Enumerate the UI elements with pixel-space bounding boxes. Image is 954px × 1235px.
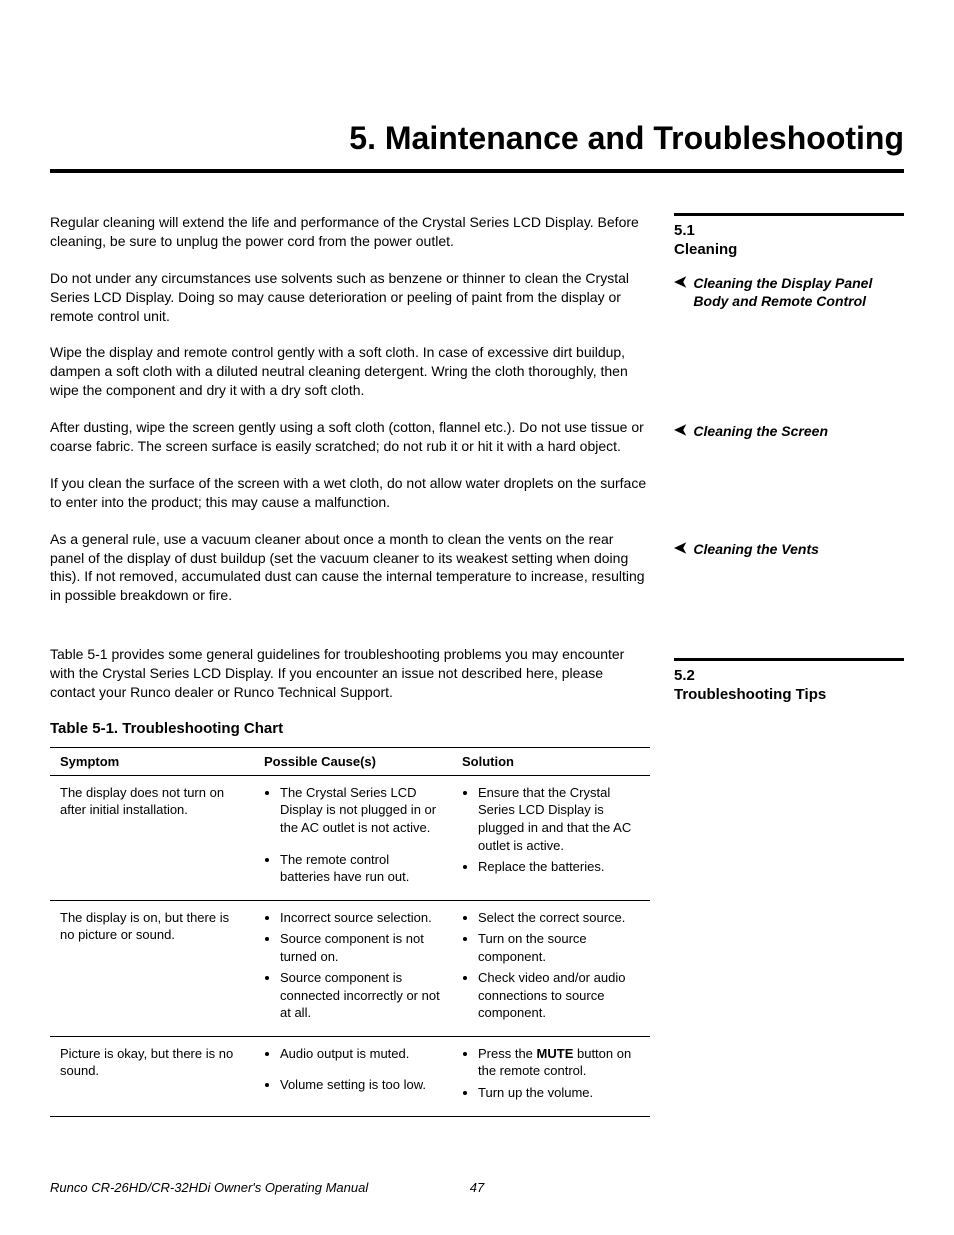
paragraph: As a general rule, use a vacuum cleaner … [50, 530, 650, 606]
list-item: Source component is not turned on. [280, 930, 442, 965]
section-title: Cleaning [674, 241, 904, 260]
footer-manual-title: Runco CR-26HD/CR-32HDi Owner's Operating… [50, 1180, 368, 1195]
list-item: Select the correct source. [478, 909, 640, 927]
symptom-cell: The display is on, but there is no pictu… [50, 900, 254, 1036]
section-heading: 5.1 Cleaning [674, 222, 904, 260]
list-item: Replace the batteries. [478, 858, 640, 876]
page-title: 5. Maintenance and Troubleshooting [50, 120, 904, 157]
subsection: ➤ Cleaning the Display Panel Body and Re… [674, 274, 904, 310]
paragraph: If you clean the surface of the screen w… [50, 474, 650, 512]
subsection: ➤ Cleaning the Screen [674, 422, 904, 440]
solutions-cell: Select the correct source. Turn on the s… [452, 900, 650, 1036]
subsection-label: Cleaning the Display Panel Body and Remo… [693, 274, 904, 310]
table-row: The display does not turn on after initi… [50, 775, 650, 900]
solutions-cell: Press the MUTE button on the remote cont… [452, 1036, 650, 1116]
page-footer: Runco CR-26HD/CR-32HDi Owner's Operating… [50, 1180, 904, 1195]
list-item: Turn on the source component. [478, 930, 640, 965]
list-item: Check video and/or audio connections to … [478, 969, 640, 1022]
arrow-icon: ➤ [674, 274, 687, 292]
table-row: The display is on, but there is no pictu… [50, 900, 650, 1036]
paragraph: After dusting, wipe the screen gently us… [50, 418, 650, 456]
footer-page-number: 47 [470, 1180, 484, 1195]
list-item: Press the MUTE button on the remote cont… [478, 1045, 640, 1080]
bold-text: MUTE [537, 1046, 574, 1061]
subsection: ➤ Cleaning the Vents [674, 540, 904, 558]
table-header: Solution [452, 747, 650, 775]
table-header: Symptom [50, 747, 254, 775]
paragraph: Regular cleaning will extend the life an… [50, 213, 650, 251]
arrow-icon: ➤ [674, 540, 687, 558]
causes-cell: Incorrect source selection. Source compo… [254, 900, 452, 1036]
table-caption: Table 5-1. Troubleshooting Chart [50, 720, 650, 737]
list-item: Audio output is muted. [280, 1045, 442, 1063]
table-row: Picture is okay, but there is no sound. … [50, 1036, 650, 1116]
list-item: Turn up the volume. [478, 1084, 640, 1102]
section-title: Troubleshooting Tips [674, 686, 904, 705]
paragraph: Table 5-1 provides some general guidelin… [50, 645, 650, 702]
list-item: Incorrect source selection. [280, 909, 442, 927]
content-area: Regular cleaning will extend the life an… [50, 213, 904, 1117]
table-header: Possible Cause(s) [254, 747, 452, 775]
list-item: The Crystal Series LCD Display is not pl… [280, 784, 442, 837]
causes-cell: Audio output is muted. Volume setting is… [254, 1036, 452, 1116]
arrow-icon: ➤ [674, 422, 687, 440]
list-item: Volume setting is too low. [280, 1076, 442, 1094]
section-number: 5.1 [674, 222, 904, 241]
symptom-cell: The display does not turn on after initi… [50, 775, 254, 900]
section-heading: 5.2 Troubleshooting Tips [674, 667, 904, 705]
list-item: Ensure that the Crystal Series LCD Displ… [478, 784, 640, 854]
symptom-cell: Picture is okay, but there is no sound. [50, 1036, 254, 1116]
solutions-cell: Ensure that the Crystal Series LCD Displ… [452, 775, 650, 900]
subsection-label: Cleaning the Screen [693, 422, 904, 440]
section-rule [674, 213, 904, 216]
section-number: 5.2 [674, 667, 904, 686]
text: Turn up the volume. [478, 1085, 593, 1100]
paragraph: Do not under any circumstances use solve… [50, 269, 650, 326]
sidebar-column: 5.1 Cleaning ➤ Cleaning the Display Pane… [674, 213, 904, 1117]
causes-cell: The Crystal Series LCD Display is not pl… [254, 775, 452, 900]
list-item: The remote control batteries have run ou… [280, 851, 442, 886]
section-rule [674, 658, 904, 661]
paragraph: Wipe the display and remote control gent… [50, 343, 650, 400]
troubleshooting-table: Symptom Possible Cause(s) Solution The d… [50, 747, 650, 1117]
text: Press the [478, 1046, 537, 1061]
title-rule [50, 169, 904, 173]
main-column: Regular cleaning will extend the life an… [50, 213, 650, 1117]
list-item: Source component is connected incorrectl… [280, 969, 442, 1022]
subsection-label: Cleaning the Vents [693, 540, 904, 558]
